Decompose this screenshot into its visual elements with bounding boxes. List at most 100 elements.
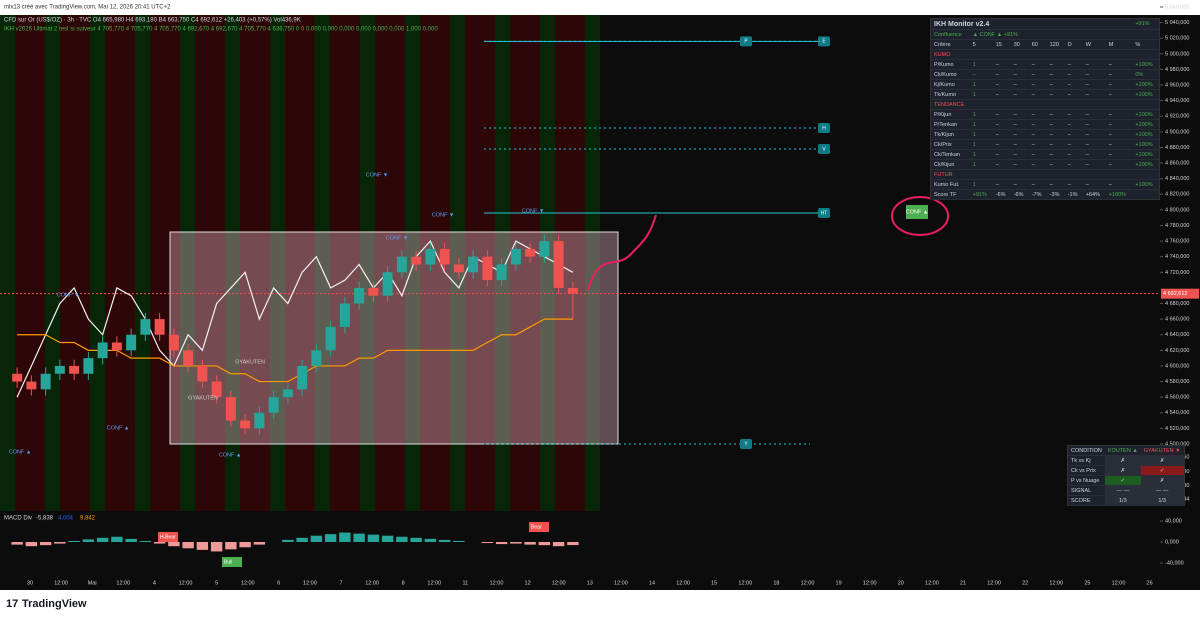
table-row: Ck/Tenkan 1– – – – – – – +100% xyxy=(930,149,1160,160)
table-cell: – xyxy=(1028,179,1047,190)
table-cell: – xyxy=(992,129,1011,140)
table-cell: – xyxy=(1064,149,1083,160)
level-label: H xyxy=(822,125,826,131)
table-row: Confluence ▲ CONF ▲ +91% xyxy=(930,29,1160,40)
level-tag xyxy=(818,36,830,47)
table-cell: – xyxy=(1082,179,1106,190)
table-cell: KUMO xyxy=(930,49,1160,60)
table-cell: – xyxy=(1010,149,1029,160)
macd-bar xyxy=(82,539,95,542)
table-cell: – xyxy=(992,69,1011,80)
table-cell: – xyxy=(1010,79,1029,90)
table-row: P/Tenkan 1– – – – – – – +100% xyxy=(930,119,1160,130)
candle-body xyxy=(97,342,108,359)
x-tick-label: 6 xyxy=(277,580,280,586)
table-cell: – xyxy=(1064,179,1083,190)
hand-circle xyxy=(891,196,949,236)
table-row: P/Kijun 1– – – – – – – +100% xyxy=(930,109,1160,120)
macd-bar xyxy=(552,542,565,547)
table-cell: – xyxy=(1010,159,1029,170)
x-tick-label: 11 xyxy=(463,580,469,586)
y-tick-label: 4 720,000 xyxy=(1165,270,1189,276)
table-cell: +100% xyxy=(1132,129,1160,140)
table-cell: 1 xyxy=(969,159,993,170)
x-tick-label: 8 xyxy=(402,580,405,586)
header: mlx13 créé avec TradingView.com, Mai 12,… xyxy=(4,5,171,11)
table-cell: – xyxy=(1028,159,1047,170)
x-tick-label: 21 xyxy=(960,580,966,586)
table-cell: SCORE xyxy=(1067,495,1105,506)
table-cell: Tk/Kijun xyxy=(930,129,970,140)
logo-mark: 17 xyxy=(6,598,18,610)
header-bar xyxy=(0,0,1200,15)
table-cell: Kj/Kumo xyxy=(930,79,970,90)
table-row: Ck/Prix 1– – – – – – – +100% xyxy=(930,139,1160,150)
table-cell: 1 xyxy=(969,109,993,120)
table-row: IKH Monitor v2.4 +91% xyxy=(930,18,1160,30)
candle-body xyxy=(396,256,407,273)
table-cell: – xyxy=(1046,109,1065,120)
table-cell: – xyxy=(1105,129,1133,140)
candle-body xyxy=(240,420,251,429)
table-row: P vs Nuage ✓ ✗ xyxy=(1067,475,1185,486)
table-cell: ✗ xyxy=(1104,455,1141,466)
table-cell: – xyxy=(1105,179,1133,190)
candle-body xyxy=(311,350,322,366)
table-cell: P/Kijun xyxy=(930,109,970,120)
table-cell: – xyxy=(992,139,1011,150)
macd-bar xyxy=(495,542,508,545)
table-cell: – xyxy=(1105,159,1133,170)
x-tick-label: 12:00 xyxy=(490,580,504,586)
table-cell: -3% xyxy=(1046,189,1065,200)
y-tick-label: 4 740,000 xyxy=(1165,254,1189,260)
table-cell: – xyxy=(1046,149,1065,160)
y-tick-label: 4 780,000 xyxy=(1165,223,1189,229)
time-axis xyxy=(0,577,1200,590)
table-row: Kj/Kumo 1– – – – – – – +100% xyxy=(930,79,1160,90)
table-cell: – xyxy=(1028,129,1047,140)
candle-body xyxy=(40,373,51,390)
stripe xyxy=(45,15,60,511)
candle-body xyxy=(439,248,450,265)
table-cell: – xyxy=(1105,109,1133,120)
table-cell: – xyxy=(992,159,1011,170)
table-cell: – xyxy=(1028,139,1047,150)
stripe xyxy=(525,15,540,511)
table-cell: CONDITION xyxy=(1067,445,1105,456)
table-row: SCORE 1/3 1/3 xyxy=(1067,495,1185,506)
table-cell: – xyxy=(1046,159,1065,170)
y-tick-label: 4 860,000 xyxy=(1165,161,1189,167)
table-cell: -1% xyxy=(1064,189,1083,200)
y-tick-label: 4 520,000 xyxy=(1165,426,1189,432)
table-cell: 1 xyxy=(969,59,993,70)
chart-subtitle: IKH v2026 Ultimat 2 test si suiveur 4 70… xyxy=(4,27,438,33)
y-tick-label: 4 600,000 xyxy=(1165,363,1189,369)
table-cell: 15 xyxy=(992,39,1011,50)
stripe xyxy=(30,15,45,511)
table-cell: +100% xyxy=(1132,179,1160,190)
conditions-table: CONDITION KOUTEN ▲ GYAKUTEN ▼ Tk vs Kj ✗ ✗ Ck … xyxy=(1067,445,1185,506)
annotation: CONF ▼ xyxy=(366,172,389,178)
x-tick-label: 12:00 xyxy=(427,580,441,586)
candle-body xyxy=(168,334,179,351)
annotation: CONF ▲ xyxy=(219,452,242,458)
table-cell: +100% xyxy=(1132,119,1160,130)
macd-bar xyxy=(367,534,380,542)
x-tick-label: Mai xyxy=(88,580,97,586)
stripe xyxy=(255,15,270,511)
candle-body xyxy=(297,365,308,390)
table-cell: – xyxy=(1064,119,1083,130)
y-tick-label: 4 900,000 xyxy=(1165,129,1189,135)
table-cell: 0% xyxy=(1132,69,1160,80)
x-tick-label: 12:00 xyxy=(738,580,752,586)
annotation: CONF ▼ xyxy=(432,212,455,218)
macd-bar xyxy=(153,542,166,544)
candle-body xyxy=(453,264,464,273)
annotation: CONF ▼ xyxy=(57,292,80,298)
stripe xyxy=(570,15,585,511)
macd-bar xyxy=(225,542,237,550)
y-tick-label: 4 500,000 xyxy=(1165,441,1189,447)
candle-body xyxy=(496,264,507,281)
stripe xyxy=(150,15,165,511)
table-cell: IKH Monitor v2.4 xyxy=(930,18,1133,30)
